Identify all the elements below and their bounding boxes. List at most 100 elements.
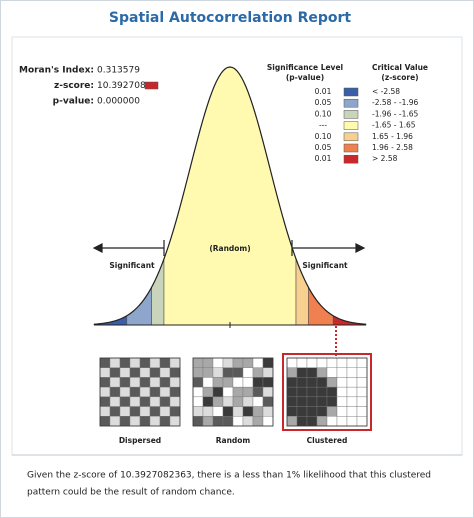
map-cell: [296, 377, 308, 388]
legend-p: 0.01: [315, 154, 332, 163]
map-cell: [306, 357, 318, 368]
map-cell: [356, 377, 368, 388]
map-cell: [99, 396, 111, 407]
stat-label: p-value:: [53, 97, 94, 107]
legend-p: ---: [319, 121, 327, 130]
map-cell: [306, 367, 318, 378]
map-cell: [316, 406, 328, 417]
map-cell: [109, 406, 121, 417]
map-cell: [222, 406, 234, 417]
map-cell: [109, 386, 121, 398]
map-cell: [326, 416, 338, 427]
curve: [93, 66, 367, 328]
map-cell: [192, 367, 204, 378]
map-cell: [252, 367, 264, 378]
map-cell: [252, 377, 264, 388]
map-cell: [242, 396, 254, 407]
legend-title: Critical Value: [372, 63, 428, 72]
map-cell: [212, 396, 224, 407]
legend-swatch: [343, 121, 359, 130]
map-cell: [262, 386, 274, 398]
map-cell: [232, 357, 244, 368]
map-cell: [202, 396, 214, 407]
map-cell: [316, 396, 328, 407]
map-cell: [346, 386, 358, 398]
map-cell: [316, 357, 328, 368]
map-cell: [326, 357, 338, 368]
map-cell: [169, 367, 181, 378]
map-cell: [356, 367, 368, 378]
map-cell: [99, 367, 111, 378]
map-cell: [139, 386, 151, 398]
map-cell: [159, 396, 171, 407]
map-cell: [316, 416, 328, 427]
map-cell: [326, 386, 338, 398]
map-cell: [119, 406, 131, 417]
map-cell: [242, 416, 254, 427]
map-cell: [296, 386, 308, 398]
map-cell: [326, 367, 338, 378]
map-cell: [119, 377, 131, 388]
map-cell: [212, 367, 224, 378]
map-cell: [356, 416, 368, 427]
legend-swatch: [343, 110, 359, 119]
map-cell: [159, 367, 171, 378]
map-cell: [336, 416, 348, 427]
map-cell: [346, 377, 358, 388]
map-cell: [296, 367, 308, 378]
map-cell: [242, 377, 254, 388]
pattern-label: Clustered: [307, 436, 348, 445]
map-cell: [99, 416, 111, 427]
map-cell: [296, 396, 308, 407]
map-cell: [286, 406, 298, 417]
map-cell: [306, 386, 318, 398]
legend-swatch: [343, 143, 359, 153]
map-cell: [129, 377, 141, 388]
map-cell: [99, 386, 111, 398]
map-cell: [99, 377, 111, 388]
legend-z: > 2.58: [372, 154, 398, 163]
map-cell: [262, 367, 274, 378]
map-cell: [139, 367, 151, 378]
map-cell: [149, 377, 161, 388]
map-cell: [99, 357, 111, 368]
center-label: (Random): [209, 244, 250, 253]
map-cell: [139, 357, 151, 368]
map-cell: [232, 396, 244, 407]
map-cell: [316, 367, 328, 378]
map-cell: [262, 396, 274, 407]
footer-line: Given the z-score of 10.3927082363, ther…: [27, 471, 431, 481]
map-cell: [159, 377, 171, 388]
stat-value: 0.000000: [97, 97, 140, 107]
map-cell: [202, 367, 214, 378]
map-cell: [109, 357, 121, 368]
map-cell: [336, 406, 348, 417]
map-cell: [169, 396, 181, 407]
map-cell: [326, 406, 338, 417]
map-cell: [356, 406, 368, 417]
pattern-label: Dispersed: [119, 436, 161, 445]
map-cell: [109, 396, 121, 407]
map-cell: [129, 416, 141, 427]
map-cell: [222, 416, 234, 427]
map-cell: [242, 406, 254, 417]
map-cell: [129, 386, 141, 398]
map-cell: [202, 377, 214, 388]
map-cell: [222, 396, 234, 407]
map-cell: [286, 357, 298, 368]
z-marker: [144, 81, 159, 90]
map-cell: [242, 367, 254, 378]
legend-z: -1.65 - 1.65: [372, 121, 416, 130]
left-label: Significant: [109, 261, 155, 270]
map-cell: [286, 396, 298, 407]
legend-swatch: [343, 98, 359, 108]
map-cell: [202, 416, 214, 427]
pattern-maps: Dispersed Random Clustered: [99, 353, 372, 445]
map-cell: [296, 357, 308, 368]
pattern-label: Random: [216, 436, 251, 445]
map-cell: [356, 357, 368, 368]
map-cell: [202, 357, 214, 368]
map-cell: [109, 377, 121, 388]
map-cell: [306, 406, 318, 417]
